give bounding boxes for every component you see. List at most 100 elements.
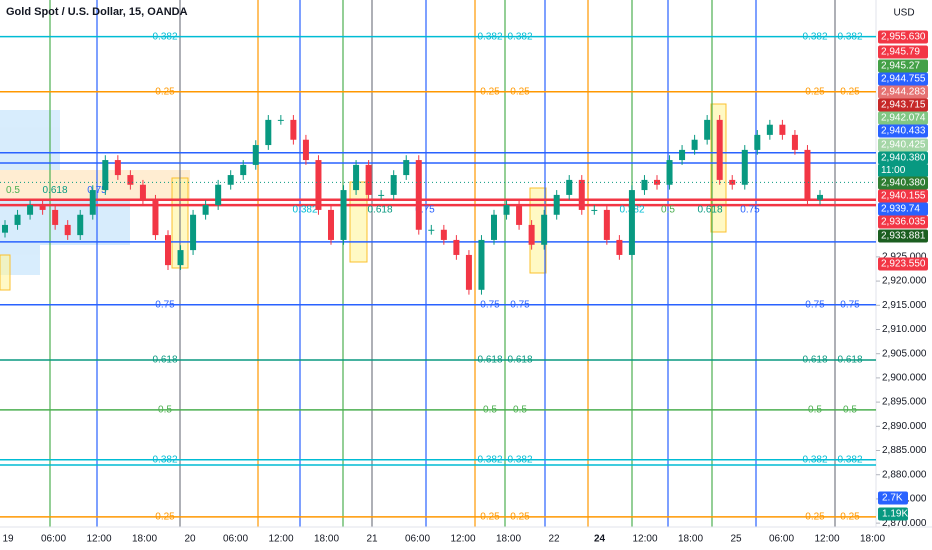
level-label: 0.5 [513,404,527,415]
candle-body [127,175,134,185]
y-tick-label: 2,920.000 [882,276,927,287]
price-tag-label: 2,945.27 [881,61,920,72]
candle-body [591,209,598,211]
level-label: 0.5 [483,404,497,415]
candle-body [453,239,460,255]
level-label: 0.382 [802,31,827,42]
candle-body [516,205,523,225]
candle-body [428,229,435,231]
level-label: 0.25 [510,86,530,97]
candle-body [679,149,686,161]
y-tick-label: 2,870.000 [882,518,927,529]
price-tag-label: 2,936.035 [881,217,926,228]
annotation: 0.5 [6,185,20,196]
level-label: 0.75 [840,299,860,310]
level-label: 0.25 [805,511,825,522]
price-tag-label: 2,940.433 [881,126,926,137]
candle-body [566,179,573,195]
candle-body [227,175,234,185]
candle-body [89,190,96,215]
candle-body [27,205,34,215]
candle-body [804,149,811,200]
candle-body [578,179,585,210]
price-tag-label: 2,940.155 [881,191,926,202]
candle-body [691,139,698,150]
x-tick-label: 18:00 [132,534,157,545]
level-label: 0.618 [152,355,177,366]
level-label: 0.382 [477,31,502,42]
price-tag-label: 2,940.380 [881,153,926,164]
x-tick-label: 21 [366,534,378,545]
candle-body [365,164,372,195]
candle-body [77,214,84,236]
candle-body [165,235,171,266]
price-tag-label: 2,945.79 [881,47,920,58]
candle-body [328,209,334,240]
price-tag [878,85,928,99]
candle-body [202,205,209,215]
candle-body [102,160,109,191]
level-label: 0.25 [840,511,860,522]
price-tag [878,98,928,112]
chart-title: Gold Spot / U.S. Dollar, 15, OANDA [6,6,188,18]
price-tag-label: 2,933.881 [881,231,926,242]
volume-tag [878,507,908,521]
candle-body [666,160,673,185]
level-label: 0.618 [802,355,827,366]
level-label: 0.382 [837,454,862,465]
candle-body [616,239,623,255]
candle-body [541,214,548,245]
candle-body [52,209,59,225]
annotation: 0.75 [415,205,435,216]
candle-body [415,160,422,230]
price-tag [878,30,928,44]
volume-tag [878,491,908,505]
price-tag [878,59,928,73]
candle-body [2,224,8,233]
candle-body [440,229,447,240]
price-tag-label: 2,944.755 [881,74,926,85]
level-label: 0.5 [843,404,857,415]
candle-body [603,209,610,240]
candle-body [791,134,798,150]
price-tag [878,164,928,177]
candle-body [39,205,46,210]
candle-body [265,119,272,146]
annotation: 0.75 [740,205,760,216]
price-tag-label: 2,942.074 [881,113,926,124]
x-tick-label: 18:00 [678,534,703,545]
price-tag-label: 2,955.630 [881,32,926,43]
level-label: 0.25 [155,86,175,97]
price-tag [878,124,928,138]
price-tag [878,229,928,243]
x-tick-label: 12:00 [86,534,111,545]
price-tag [878,202,928,216]
level-label: 0.382 [802,454,827,465]
highlight-box [0,254,11,291]
price-tag [878,138,928,152]
x-tick-label: 19 [2,534,14,545]
x-tick-label: 12:00 [814,534,839,545]
level-label: 0.25 [480,511,500,522]
x-tick-label: 18:00 [860,534,885,545]
y-tick-label: 2,915.000 [882,300,927,311]
candle-body [779,124,786,135]
candle-body [465,254,472,290]
x-tick-label: 24 [594,534,606,545]
level-label: 0.75 [805,299,825,310]
level-label: 0.618 [837,355,862,366]
candle-body [641,179,648,191]
x-tick-label: 06:00 [769,534,794,545]
level-label: 0.382 [152,31,177,42]
annotation: 0.618 [697,205,722,216]
candle-body [240,164,247,176]
candle-body [315,160,322,210]
price-tag-label: 2,923.550 [881,259,926,270]
price-tag [878,189,928,203]
candle-body [152,199,159,236]
level-label: 0.382 [477,454,502,465]
level-label: 0.25 [840,86,860,97]
candle-body [215,184,222,206]
time-lines [49,0,836,527]
